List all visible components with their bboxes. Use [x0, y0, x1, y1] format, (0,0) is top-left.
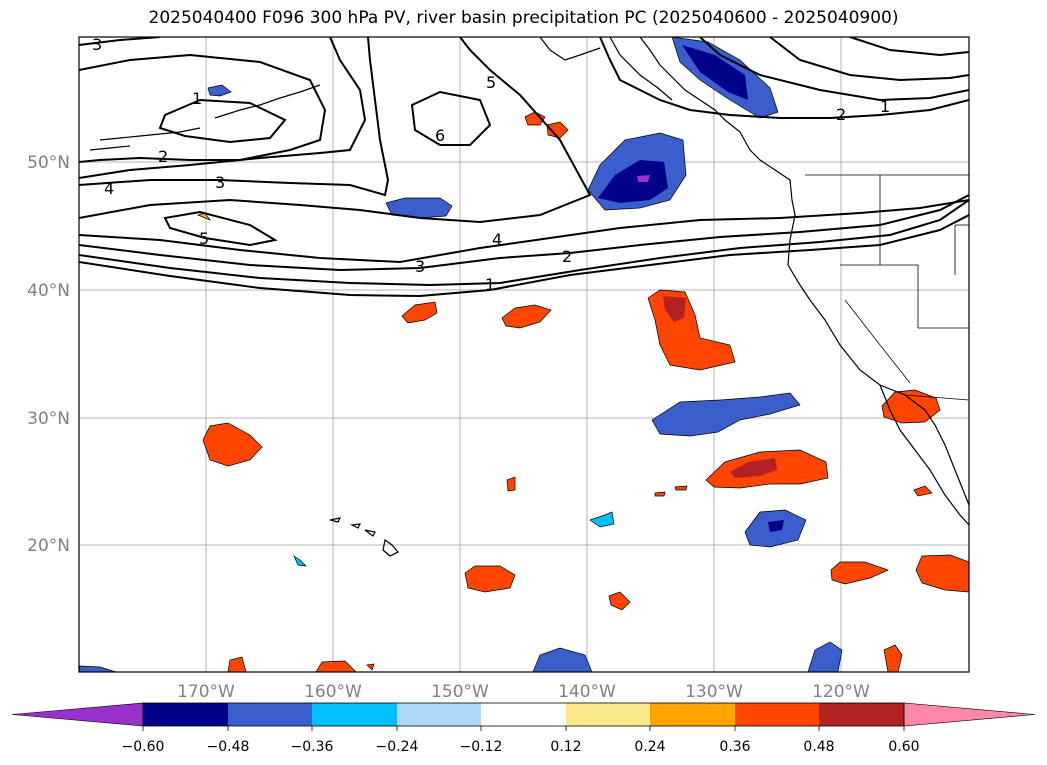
precip-anomaly-fills: [79, 37, 969, 672]
lon-label: 150°W: [431, 682, 489, 702]
colorbar-segment: [481, 703, 566, 726]
contour-label: 5: [199, 229, 209, 248]
contour-label: 5: [486, 73, 496, 92]
colorbar-tick-label: 0.60: [888, 739, 919, 755]
longitude-labels: 170°W 160°W 150°W 140°W 130°W 120°W: [177, 682, 870, 702]
colorbar-tick-label: −0.24: [376, 739, 419, 755]
lat-label: 50°N: [27, 153, 70, 173]
coastlines: [89, 37, 969, 557]
pv-contours: [79, 37, 969, 298]
colorbar-segment: [650, 703, 735, 726]
contour-label: 4: [492, 230, 502, 249]
lon-label: 170°W: [177, 682, 235, 702]
contour-label: 3: [92, 35, 102, 54]
colorbar-segment: [735, 703, 819, 726]
colorbar-segment: [228, 703, 312, 726]
contour-label: 4: [104, 179, 114, 198]
colorbar-tick-label: −0.48: [207, 739, 250, 755]
contour-label: 1: [880, 97, 890, 116]
contour-label: 2: [562, 247, 572, 266]
pv-contour-labels: 3 1 2 3 4 5 5 6 4 3 2 1 2 1: [92, 35, 890, 294]
colorbar-segment: [397, 703, 481, 726]
colorbar-tick-label: −0.36: [291, 739, 334, 755]
contour-label: 2: [836, 105, 846, 124]
colorbar-tick-label: −0.60: [122, 739, 165, 755]
lat-label: 30°N: [27, 409, 70, 429]
lon-label: 120°W: [812, 682, 870, 702]
map-plot-area: 3 1 2 3 4 5 5 6 4 3 2 1 2 1: [79, 35, 969, 672]
colorbar-segment: [143, 703, 228, 726]
gridlines: [79, 37, 969, 672]
contour-label: 6: [435, 126, 445, 145]
negative-anomaly-subtropics: [651, 392, 801, 437]
state-borders: [805, 174, 969, 401]
lon-label: 140°W: [558, 682, 616, 702]
lat-label: 40°N: [27, 281, 70, 301]
colorbar-tick-label: −0.12: [460, 739, 503, 755]
colorbar-tick-label: 0.48: [803, 739, 834, 755]
colorbar-tick-label: 0.24: [634, 739, 665, 755]
lon-label: 160°W: [304, 682, 362, 702]
lat-label: 20°N: [27, 536, 70, 556]
colorbar-tick-label: 0.12: [550, 739, 581, 755]
contour-label: 1: [485, 275, 495, 294]
contour-label: 3: [215, 173, 225, 192]
colorbar-tick-label: 0.36: [719, 739, 750, 755]
lon-label: 130°W: [685, 682, 743, 702]
contour-label: 1: [192, 89, 202, 108]
map-title: 2025040400 F096 300 hPa PV, river basin …: [148, 8, 899, 28]
colorbar-segment: [566, 703, 650, 726]
contour-label: 2: [158, 147, 168, 166]
colorbar-extend-high: [903, 702, 1036, 727]
latitude-labels: 50°N 40°N 30°N 20°N: [27, 153, 70, 556]
colorbar: −0.60 −0.48 −0.36 −0.24 −0.12 0.12 0.24 …: [11, 702, 1036, 755]
colorbar-extend-low: [11, 702, 144, 727]
map-frame: [78, 36, 970, 673]
colorbar-segment: [819, 703, 904, 726]
colorbar-segment: [312, 703, 397, 726]
contour-label: 3: [415, 257, 425, 276]
